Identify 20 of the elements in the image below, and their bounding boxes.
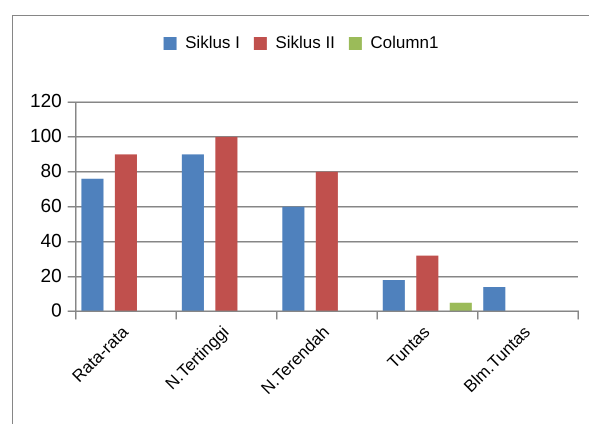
bar — [382, 280, 405, 311]
legend-label: Siklus I — [185, 33, 240, 52]
y-tick-label: 40 — [40, 230, 62, 252]
legend-label: Siklus II — [275, 33, 335, 52]
bar — [416, 256, 438, 311]
bar — [81, 178, 104, 311]
y-tick-label: 80 — [40, 161, 62, 182]
legend-label: Column1 — [370, 33, 438, 52]
bar — [182, 154, 204, 311]
bar — [215, 136, 238, 311]
bar — [282, 206, 304, 311]
y-tick-label: 20 — [40, 266, 62, 287]
bar — [316, 172, 338, 311]
bar — [114, 154, 137, 311]
y-tick-label: 0 — [51, 300, 62, 322]
bar — [483, 286, 506, 311]
y-tick-label: 60 — [40, 196, 62, 217]
y-tick-label: 100 — [30, 126, 62, 148]
y-tick-label: 120 — [30, 91, 62, 112]
bar — [450, 302, 472, 311]
